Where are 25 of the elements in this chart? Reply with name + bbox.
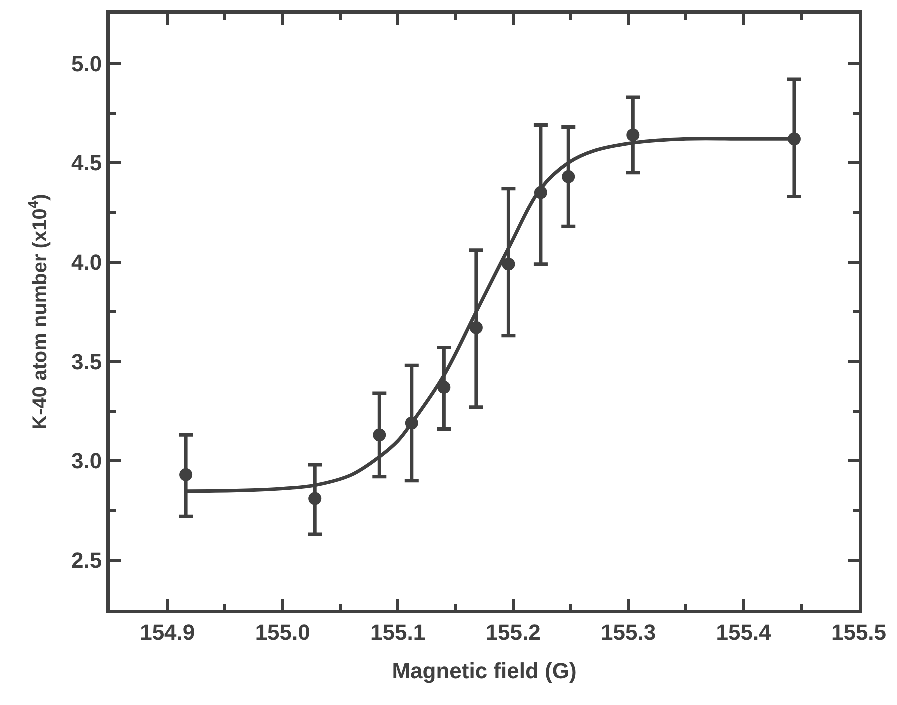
y-tick-label: 2.5	[72, 548, 102, 574]
point	[788, 132, 801, 146]
point	[502, 258, 516, 271]
point	[180, 468, 193, 482]
point	[470, 321, 483, 334]
x-tick-label: 155.5	[831, 620, 887, 645]
x-tick-label: 154.9	[140, 620, 196, 645]
x-tick-label: 155.2	[486, 620, 541, 645]
point	[534, 186, 548, 200]
y-tick-label: 4.0	[72, 250, 102, 276]
point	[438, 380, 451, 394]
point	[308, 492, 322, 506]
y-tick-label: 3.5	[72, 349, 102, 374]
x-tick-label: 155.3	[601, 620, 656, 645]
point	[626, 128, 640, 142]
x-tick-label: 155.0	[255, 620, 310, 645]
point	[405, 416, 418, 430]
point	[562, 170, 576, 184]
x-axis-title: Magnetic field (G)	[392, 658, 577, 684]
point	[373, 428, 386, 442]
y-tick-label: 5.0	[72, 51, 102, 76]
x-tick-label: 155.4	[716, 620, 772, 645]
y-tick-label: 3.0	[72, 448, 102, 474]
y-tick-label: 4.5	[72, 150, 102, 176]
x-tick-label: 155.1	[370, 620, 426, 645]
